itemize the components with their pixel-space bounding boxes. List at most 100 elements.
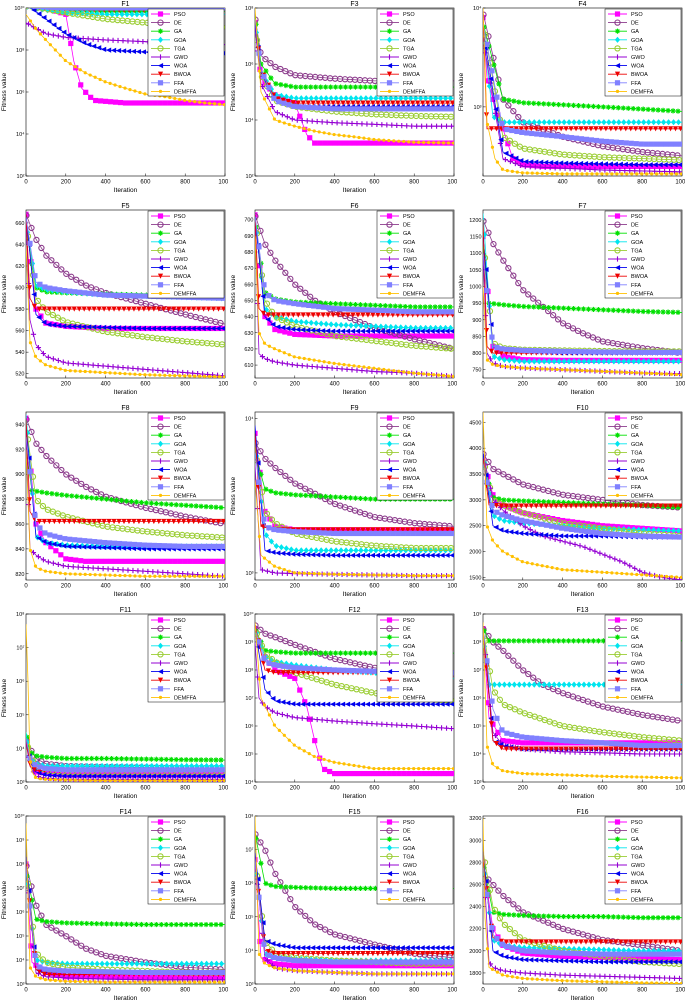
- series-marker: [347, 573, 350, 576]
- legend-label: DEMFFA: [631, 493, 654, 499]
- series-marker: [435, 309, 440, 314]
- x-tick-label: 1000: [447, 786, 457, 792]
- series-marker: [366, 531, 371, 536]
- series-marker: [144, 500, 149, 505]
- series-marker: [159, 501, 164, 506]
- legend-label: FFA: [174, 283, 184, 289]
- legend-marker: [159, 292, 162, 295]
- series-marker: [544, 348, 549, 353]
- x-tick-label: 800: [180, 786, 191, 792]
- series-marker: [275, 570, 280, 575]
- series-marker: [295, 327, 300, 332]
- series-marker: [130, 366, 135, 371]
- series-marker: [639, 350, 644, 355]
- series-marker: [193, 779, 196, 782]
- series-marker: [348, 547, 353, 553]
- series-marker: [599, 349, 604, 354]
- series-marker: [268, 489, 273, 494]
- series-marker: [115, 38, 120, 43]
- series-marker: [636, 119, 641, 125]
- legend-marker: [616, 90, 619, 93]
- series-marker: [91, 363, 96, 368]
- series-marker: [601, 119, 606, 125]
- legend-label: WOA: [174, 266, 187, 272]
- series-marker: [565, 172, 568, 175]
- series-marker: [574, 136, 579, 141]
- series-marker: [104, 573, 107, 576]
- series-marker: [678, 350, 683, 355]
- series-marker: [266, 525, 271, 530]
- legend-label: GOA: [174, 442, 187, 448]
- series-marker: [353, 95, 358, 101]
- series-marker: [554, 133, 559, 138]
- series-marker: [213, 757, 218, 762]
- series-marker: [81, 362, 86, 367]
- series-marker: [173, 374, 176, 377]
- series-marker: [54, 48, 57, 51]
- series-marker: [564, 526, 569, 531]
- y-tick-label: 4000: [469, 446, 481, 452]
- chart-f9: F90200400600800100010³10⁴IterationFitnes…: [229, 404, 457, 604]
- series-marker: [415, 553, 420, 558]
- series-marker: [74, 756, 79, 761]
- series-marker: [218, 779, 221, 782]
- legend-marker: [387, 80, 392, 85]
- series-marker: [426, 309, 431, 314]
- series-marker: [549, 349, 554, 354]
- series-marker: [635, 172, 638, 175]
- series-marker: [143, 100, 148, 105]
- series-marker: [298, 84, 303, 89]
- series-marker: [673, 142, 678, 147]
- series-marker: [313, 129, 316, 132]
- legend-label: GWO: [631, 459, 645, 465]
- series-ffa: [26, 738, 227, 772]
- y-tick-label: 10⁶: [16, 89, 24, 96]
- series-marker: [506, 498, 511, 503]
- series-marker: [138, 91, 141, 94]
- series-marker: [614, 350, 619, 355]
- series-marker: [203, 101, 206, 104]
- series-goa: [25, 732, 225, 769]
- x-axis-label: Iteration: [571, 591, 595, 598]
- x-tick-label: 400: [330, 382, 341, 388]
- series-marker: [343, 84, 348, 89]
- legend-label: TGA: [631, 46, 643, 52]
- series-marker: [556, 172, 559, 175]
- series-marker: [620, 371, 623, 374]
- series-marker: [323, 360, 326, 363]
- x-tick-label: 1000: [218, 584, 228, 590]
- series-marker: [372, 140, 377, 145]
- series-marker: [339, 366, 344, 371]
- series-marker: [326, 305, 331, 310]
- series-marker: [77, 5, 82, 10]
- series-marker: [331, 106, 336, 111]
- series-marker: [489, 503, 494, 508]
- series-marker: [103, 99, 108, 104]
- series-marker: [506, 98, 511, 103]
- series-marker: [96, 37, 101, 42]
- series-marker: [489, 334, 494, 339]
- series-marker: [258, 535, 261, 538]
- series-marker: [547, 119, 552, 125]
- series-ga: [24, 732, 225, 762]
- series-marker: [68, 41, 73, 46]
- series-marker: [567, 541, 572, 546]
- series-marker: [484, 42, 489, 47]
- series-marker: [447, 304, 452, 309]
- series-marker: [379, 122, 384, 127]
- series-marker: [531, 101, 536, 106]
- series-marker: [557, 119, 562, 125]
- series-marker: [619, 140, 624, 145]
- series-marker: [270, 550, 275, 555]
- series-marker: [665, 172, 668, 175]
- series-marker: [44, 755, 49, 760]
- legend-label: DE: [403, 223, 411, 229]
- series-marker: [362, 771, 367, 776]
- series-marker: [273, 347, 276, 350]
- series-marker: [46, 355, 51, 360]
- series-marker: [452, 574, 455, 577]
- series-marker: [69, 756, 74, 761]
- series-marker: [44, 363, 47, 366]
- x-tick-label: 1000: [447, 382, 457, 388]
